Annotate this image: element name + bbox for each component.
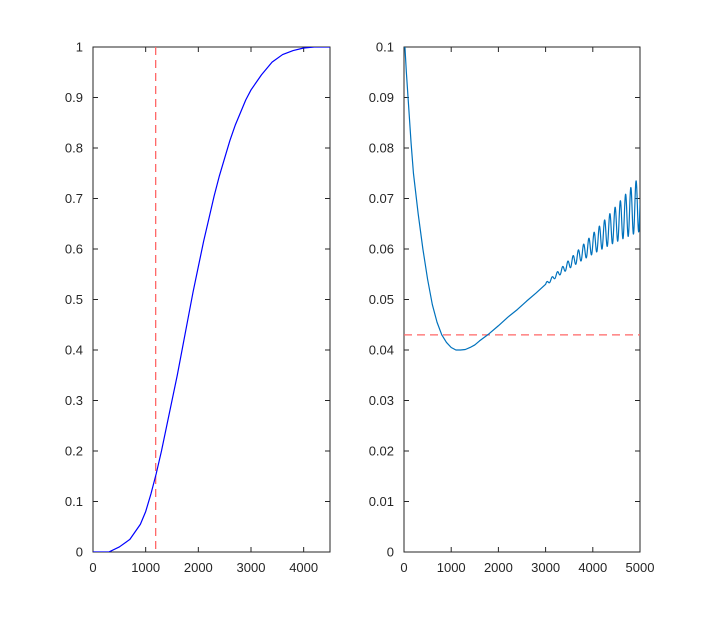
chart-1-y-tick-label: 0 — [387, 545, 394, 560]
chart-1-y-tick-label: 0.01 — [369, 494, 394, 509]
chart-0-plot-area — [93, 47, 330, 552]
chart-1-y-tick-label: 0.02 — [369, 444, 394, 459]
chart-0-y-tick-label: 0.7 — [65, 191, 83, 206]
chart-0-x-tick-label: 4000 — [289, 560, 318, 575]
chart-0-x-tick-label: 3000 — [237, 560, 266, 575]
chart-1-series-line — [404, 47, 640, 351]
chart-1-axes-box — [403, 46, 641, 553]
chart-1-y-tick-label: 0.08 — [369, 141, 394, 156]
chart-0-y-tick-label: 0.4 — [65, 343, 83, 358]
chart-0-x-tick-label: 2000 — [184, 560, 213, 575]
chart-1-y-tick-label: 0.1 — [376, 40, 394, 55]
chart-0-y-tick-label: 0.2 — [65, 444, 83, 459]
chart-0-y-tick-label: 0.6 — [65, 242, 83, 257]
chart-0-series-line — [93, 47, 330, 552]
chart-0-y-tick-label: 0.1 — [65, 494, 83, 509]
chart-1-y-tick-label: 0.09 — [369, 90, 394, 105]
chart-1-y-tick-label: 0.07 — [369, 191, 394, 206]
chart-0-y-tick-label: 0.5 — [65, 292, 83, 307]
chart-0-y-tick-label: 0.9 — [65, 90, 83, 105]
chart-1-plot-area — [404, 47, 640, 351]
chart-1-y-tick-label: 0.05 — [369, 292, 394, 307]
chart-1-y-tick-label: 0.03 — [369, 393, 394, 408]
left-plot: 0 1000 2000 3000 4000 0 0.1 0.2 0.3 0.4 0.5 0.6 0.7 0… — [65, 40, 331, 575]
chart-0-x-tick-label: 0 — [89, 560, 96, 575]
chart-0-y-tick-label: 0.3 — [65, 393, 83, 408]
chart-1-x-tick-label: 1000 — [437, 560, 466, 575]
chart-0-y-tick-label: 0.8 — [65, 141, 83, 156]
right-plot: 0 1000 2000 3000 4000 5000 0 0.01 0.02 0.03 0.04 0.… — [369, 40, 655, 576]
chart-1-x-tick-label: 0 — [400, 560, 407, 575]
chart-0-axes-box — [92, 46, 331, 553]
chart-0-x-tick-label: 1000 — [131, 560, 160, 575]
chart-1-x-tick-label: 3000 — [531, 560, 560, 575]
chart-1-y-tick-label: 0.06 — [369, 242, 394, 257]
chart-1-x-tick-label: 2000 — [484, 560, 513, 575]
chart-1-y-tick-label: 0.04 — [369, 343, 394, 358]
chart-0-y-tick-label: 1 — [76, 40, 83, 55]
chart-0-y-tick-label: 0 — [76, 545, 83, 560]
chart-1-x-tick-label: 4000 — [578, 560, 607, 575]
chart-1-x-tick-label: 5000 — [626, 560, 655, 575]
